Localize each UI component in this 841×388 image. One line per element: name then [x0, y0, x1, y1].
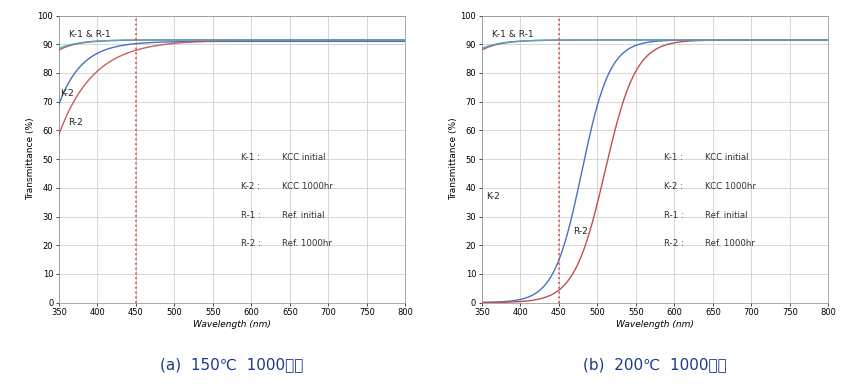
Text: R-2 :: R-2 : — [664, 239, 684, 248]
Y-axis label: Transmittance (%): Transmittance (%) — [448, 118, 458, 200]
Text: Ref. 1000hr: Ref. 1000hr — [283, 239, 332, 248]
Text: Ref. initial: Ref. initial — [283, 211, 325, 220]
Text: K-1 :: K-1 : — [664, 153, 683, 162]
Y-axis label: Transmittance (%): Transmittance (%) — [26, 118, 34, 200]
Text: R-1 :: R-1 : — [664, 211, 684, 220]
Text: K-1 & R-1: K-1 & R-1 — [492, 30, 533, 39]
Text: (b)  200℃  1000시간: (b) 200℃ 1000시간 — [583, 357, 727, 372]
Text: R-2 :: R-2 : — [241, 239, 261, 248]
Text: R-2: R-2 — [68, 118, 83, 126]
X-axis label: Wavelength (nm): Wavelength (nm) — [193, 320, 271, 329]
Text: K-2 :: K-2 : — [664, 182, 683, 191]
Text: K-2 :: K-2 : — [241, 182, 260, 191]
Text: KCC 1000hr: KCC 1000hr — [283, 182, 333, 191]
Text: KCC 1000hr: KCC 1000hr — [706, 182, 756, 191]
Text: KCC initial: KCC initial — [283, 153, 326, 162]
Text: K-1 :: K-1 : — [241, 153, 260, 162]
Text: (a)  150℃  1000시간: (a) 150℃ 1000시간 — [161, 357, 304, 372]
Text: Ref. 1000hr: Ref. 1000hr — [706, 239, 755, 248]
Text: Ref. initial: Ref. initial — [706, 211, 748, 220]
Text: R-2: R-2 — [573, 227, 587, 236]
Text: K-1 & R-1: K-1 & R-1 — [69, 30, 110, 39]
X-axis label: Wavelength (nm): Wavelength (nm) — [616, 320, 694, 329]
Text: K-2: K-2 — [486, 192, 500, 201]
Text: R-1 :: R-1 : — [241, 211, 261, 220]
Text: K-2: K-2 — [61, 89, 74, 98]
Text: KCC initial: KCC initial — [706, 153, 748, 162]
